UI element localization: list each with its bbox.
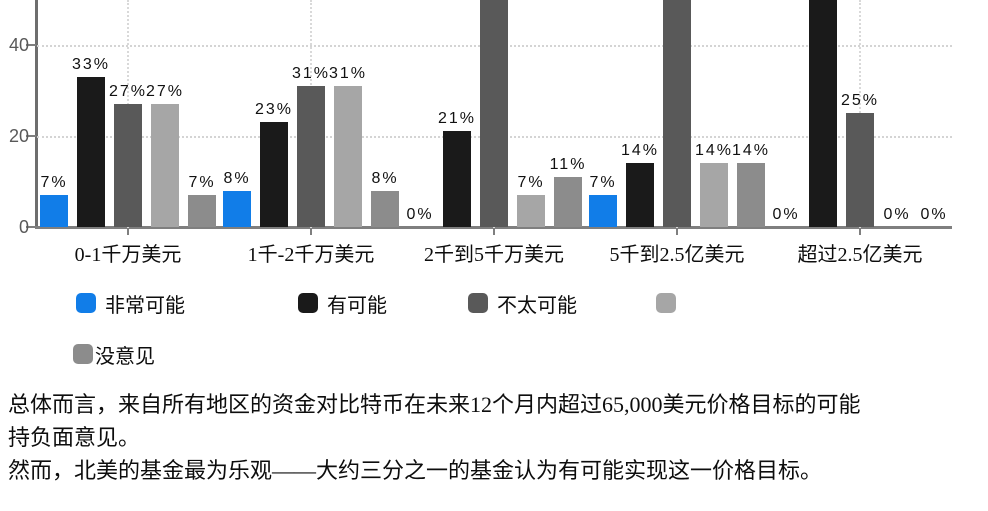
bar-不太可能 (297, 86, 325, 227)
legend-label: 有可能 (327, 294, 387, 317)
bar-没意见 (554, 177, 582, 227)
legend-item-非常可能: 非常可能 (76, 292, 185, 317)
bar-value-label: 23% (254, 101, 294, 118)
x-axis-tick (310, 229, 312, 235)
legend-swatch (73, 344, 93, 364)
bar-有可能 (809, 0, 837, 227)
bar-series3 (700, 163, 728, 227)
commentary-line-3: 然而，北美的基金最为乐观——大约三分之一的基金认为有可能实现这一价格目标。 (8, 458, 823, 483)
legend-label: 不太可能 (497, 294, 577, 317)
bar-value-label: 21% (437, 110, 477, 127)
bar-value-label: 0% (883, 206, 911, 223)
bar-value-label: 8% (223, 170, 251, 187)
bar-不太可能 (846, 113, 874, 227)
legend-item-没意见: 没意见 (73, 343, 155, 368)
x-axis-tick (859, 229, 861, 235)
category-label: 2千到5千万美元 (424, 244, 564, 266)
bar-value-label: 33% (71, 56, 111, 73)
bar-value-label: 7% (517, 174, 545, 191)
legend-swatch (656, 293, 676, 313)
bar-series3 (517, 195, 545, 227)
bar-非常可能 (40, 195, 68, 227)
bar-value-label: 31% (328, 65, 368, 82)
x-axis-tick (676, 229, 678, 235)
y-axis-tick-label: 40 (8, 35, 29, 55)
bar-value-label: 0% (772, 206, 800, 223)
y-axis-tick (26, 44, 36, 46)
commentary-text: 总体而言，来自所有地区的资金对比特币在未来12个月内超过65,000美元价格目标… (8, 388, 983, 487)
bar-value-label: 0% (920, 206, 948, 223)
bar-value-label: 8% (371, 170, 399, 187)
bar-不太可能 (480, 0, 508, 227)
bar-非常可能 (223, 191, 251, 227)
legend-item-有可能: 有可能 (298, 292, 387, 317)
bar-series3 (151, 104, 179, 227)
legend-item-不太可能: 不太可能 (468, 292, 577, 317)
commentary-line-2: 持负面意见。 (8, 425, 141, 450)
bar-不太可能 (114, 104, 142, 227)
bar-value-label: 25% (840, 92, 880, 109)
y-axis-line (35, 0, 38, 228)
category-label: 5千到2.5亿美元 (609, 244, 745, 266)
bar-没意见 (371, 191, 399, 227)
bar-value-label: 11% (549, 156, 587, 173)
bar-series3 (334, 86, 362, 227)
bar-有可能 (626, 163, 654, 227)
x-axis-tick (127, 229, 129, 235)
bar-有可能 (443, 131, 471, 227)
bar-value-label: 27% (145, 83, 185, 100)
category-label: 1千-2千万美元 (247, 244, 375, 266)
bar-value-label: 7% (589, 174, 617, 191)
legend-item-unlabeled (656, 292, 676, 314)
bar-value-label: 27% (108, 83, 148, 100)
bar-value-label: 7% (40, 174, 68, 191)
bar-value-label: 14% (731, 142, 771, 159)
bar-value-label: 14% (694, 142, 734, 159)
bar-value-label: 0% (406, 206, 434, 223)
y-axis-tick (26, 226, 36, 228)
category-label: 0-1千万美元 (74, 244, 182, 266)
bar-不太可能 (663, 0, 691, 227)
legend-label: 非常可能 (105, 294, 185, 317)
bar-没意见 (188, 195, 216, 227)
plot-area: 0 20 40 7% 33% 27% 27% 7% 0-1千万美元 8% 23% 31% 31% 8% 1千… (0, 0, 988, 266)
category-label: 超过2.5亿美元 (797, 244, 923, 266)
bar-非常可能 (589, 195, 617, 227)
bar-value-label: 14% (620, 142, 660, 159)
legend-swatch (298, 293, 318, 313)
bar-有可能 (260, 122, 288, 227)
y-axis-tick-label: 0 (18, 217, 29, 237)
bar-value-label: 7% (188, 174, 216, 191)
legend-swatch (468, 293, 488, 313)
bar-有可能 (77, 77, 105, 227)
bar-没意见 (737, 163, 765, 227)
y-axis-tick-label: 20 (8, 126, 29, 146)
commentary-line-1: 总体而言，来自所有地区的资金对比特币在未来12个月内超过65,000美元价格目标… (8, 392, 861, 417)
bar-value-label: 31% (291, 65, 331, 82)
y-axis-tick (26, 135, 36, 137)
x-axis-tick (493, 229, 495, 235)
legend-swatch (76, 293, 96, 313)
legend-label: 没意见 (95, 345, 155, 368)
